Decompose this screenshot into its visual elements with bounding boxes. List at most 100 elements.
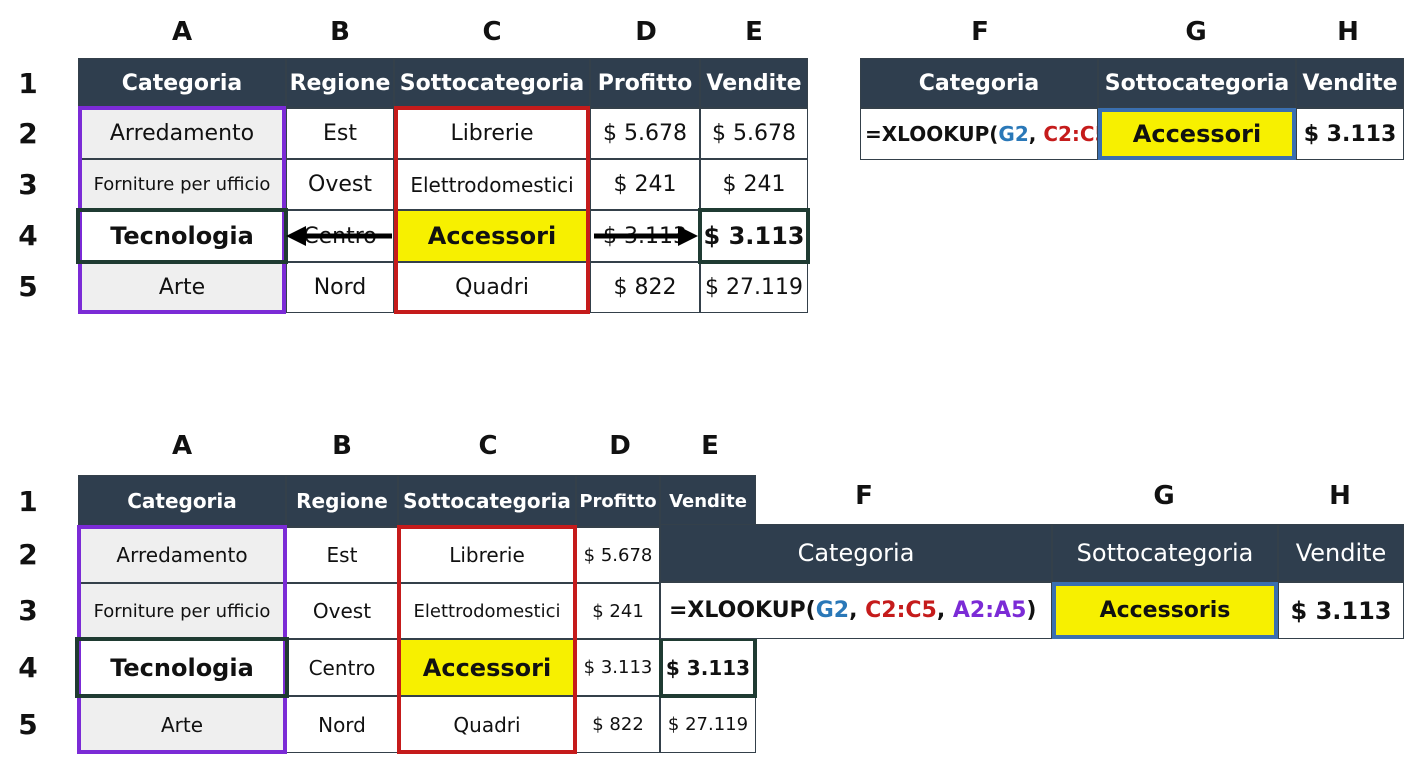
header-vendite: Vendite bbox=[660, 475, 756, 527]
formula-arg-return-array: A2:A5 bbox=[952, 598, 1027, 623]
header-regione: Regione bbox=[286, 475, 398, 527]
cell-c3[interactable]: Elettrodomestici bbox=[394, 159, 590, 210]
cell-d5[interactable]: $ 822 bbox=[590, 262, 700, 313]
col-letter-b: B bbox=[330, 17, 350, 47]
row-number-3: 3 bbox=[18, 168, 38, 201]
col-letter-c: C bbox=[478, 431, 498, 461]
cell-e3[interactable]: $ 241 bbox=[700, 159, 808, 210]
row-number-4: 4 bbox=[18, 651, 38, 684]
header-categoria: Categoria bbox=[78, 475, 286, 527]
lookup-search-range-outline bbox=[397, 525, 577, 754]
result-cell-outline bbox=[698, 208, 810, 264]
formula-separator: , bbox=[936, 598, 953, 623]
cell-a3[interactable]: Forniture per ufficio bbox=[78, 159, 286, 210]
formula-cell-f2[interactable]: =XLOOKUP(G2, C2:C5 bbox=[860, 108, 1098, 160]
cell-c3[interactable]: Elettrodomestici bbox=[398, 583, 576, 639]
formula-close-paren: ) bbox=[1026, 598, 1037, 623]
lookup-header-categoria: Categoria bbox=[860, 58, 1098, 108]
cell-d2[interactable]: $ 5.678 bbox=[576, 527, 660, 583]
cell-b3[interactable]: Ovest bbox=[286, 583, 398, 639]
row-number-5: 5 bbox=[18, 270, 38, 303]
cell-c4[interactable]: Accessori bbox=[398, 639, 576, 696]
cell-e5[interactable]: $ 27.119 bbox=[660, 696, 756, 753]
cell-d5[interactable]: $ 822 bbox=[576, 696, 660, 753]
col-letter-f: F bbox=[971, 17, 989, 47]
cell-e2[interactable]: $ 5.678 bbox=[700, 108, 808, 159]
row-number-5: 5 bbox=[18, 708, 38, 741]
lookup-arrows bbox=[286, 226, 698, 246]
lookup-header-categoria: Categoria bbox=[660, 524, 1052, 582]
col-letter-b: B bbox=[332, 431, 352, 461]
cell-a4[interactable]: Tecnologia bbox=[78, 639, 286, 696]
header-vendite: Vendite bbox=[700, 58, 808, 108]
header-sottocategoria: Sottocategoria bbox=[394, 58, 590, 108]
cell-b5[interactable]: Nord bbox=[286, 696, 398, 753]
lookup-header-sottocategoria: Sottocategoria bbox=[1098, 58, 1296, 108]
cell-c2[interactable]: Librerie bbox=[394, 108, 590, 159]
formula-cell-f3[interactable]: =XLOOKUP(G2, C2:C5, A2:A5) bbox=[660, 582, 1052, 639]
cell-d4[interactable]: $ 3.113 bbox=[576, 639, 660, 696]
col-letter-g: G bbox=[1185, 17, 1207, 47]
row-number-2: 2 bbox=[18, 538, 38, 571]
left-arrow-icon bbox=[286, 226, 306, 246]
header-categoria: Categoria bbox=[78, 58, 286, 108]
header-regione: Regione bbox=[286, 58, 394, 108]
result-row-outline bbox=[75, 637, 289, 698]
header-profitto: Profitto bbox=[576, 475, 660, 527]
formula-function: =XLOOKUP( bbox=[865, 122, 999, 146]
cell-a5[interactable]: Arte bbox=[78, 696, 286, 753]
cell-b2[interactable]: Est bbox=[286, 108, 394, 159]
row-number-1: 1 bbox=[18, 67, 38, 100]
row-number-2: 2 bbox=[18, 117, 38, 150]
cell-e5[interactable]: $ 27.119 bbox=[700, 262, 808, 313]
cell-c5[interactable]: Quadri bbox=[398, 696, 576, 753]
formula-separator: , bbox=[1028, 122, 1044, 146]
header-profitto: Profitto bbox=[590, 58, 700, 108]
cell-d3[interactable]: $ 241 bbox=[576, 583, 660, 639]
col-letter-g: G bbox=[1153, 481, 1175, 511]
row-number-4: 4 bbox=[18, 219, 38, 252]
col-letter-a: A bbox=[171, 17, 193, 47]
lookup-result-cell-h2[interactable]: $ 3.113 bbox=[1296, 108, 1404, 160]
col-letter-d: D bbox=[609, 431, 631, 461]
cell-b5[interactable]: Nord bbox=[286, 262, 394, 313]
lookup-search-range-outline bbox=[394, 106, 590, 314]
cell-d2[interactable]: $ 5.678 bbox=[590, 108, 700, 159]
cell-b3[interactable]: Ovest bbox=[286, 159, 394, 210]
cell-d3[interactable]: $ 241 bbox=[590, 159, 700, 210]
col-letter-d: D bbox=[635, 17, 657, 47]
cell-a4[interactable]: Tecnologia bbox=[78, 210, 286, 262]
lookup-header-sottocategoria: Sottocategoria bbox=[1052, 524, 1278, 582]
right-arrow-icon bbox=[678, 226, 698, 246]
header-sottocategoria: Sottocategoria bbox=[398, 475, 576, 527]
col-letter-h: H bbox=[1329, 481, 1351, 511]
cell-a3[interactable]: Forniture per ufficio bbox=[78, 583, 286, 639]
formula-arg-lookup-value: G2 bbox=[815, 598, 850, 623]
cell-b4[interactable]: Centro bbox=[286, 639, 398, 696]
row-number-3: 3 bbox=[18, 594, 38, 627]
lookup-value-cell-g3[interactable]: Accessoris bbox=[1052, 582, 1278, 639]
row-number-1: 1 bbox=[18, 485, 38, 518]
result-cell-outline bbox=[659, 637, 757, 698]
col-letter-a: A bbox=[171, 431, 193, 461]
col-letter-f: F bbox=[855, 481, 873, 511]
cell-c2[interactable]: Librerie bbox=[398, 527, 576, 583]
lookup-header-vendite: Vendite bbox=[1278, 524, 1404, 582]
formula-arg-lookup-array: C2:C5 bbox=[865, 598, 937, 623]
col-letter-h: H bbox=[1337, 17, 1359, 47]
col-letter-c: C bbox=[482, 17, 502, 47]
formula-arg-lookup-array: C2:C5 bbox=[1043, 122, 1097, 146]
formula-function: =XLOOKUP( bbox=[669, 598, 816, 623]
result-row-outline bbox=[76, 208, 288, 264]
lookup-header-vendite: Vendite bbox=[1296, 58, 1404, 108]
lookup-result-cell-h3[interactable]: $ 3.113 bbox=[1278, 582, 1404, 639]
formula-separator: , bbox=[849, 598, 866, 623]
formula-arg-lookup-value: G2 bbox=[998, 122, 1029, 146]
col-letter-e: E bbox=[701, 431, 719, 461]
col-letter-e: E bbox=[745, 17, 763, 47]
cell-e4[interactable]: $ 3.113 bbox=[700, 210, 808, 262]
cell-b2[interactable]: Est bbox=[286, 527, 398, 583]
cell-a2[interactable]: Arredamento bbox=[78, 108, 286, 159]
cell-c5[interactable]: Quadri bbox=[394, 262, 590, 313]
lookup-value-cell-g2[interactable]: Accessori bbox=[1098, 108, 1296, 160]
